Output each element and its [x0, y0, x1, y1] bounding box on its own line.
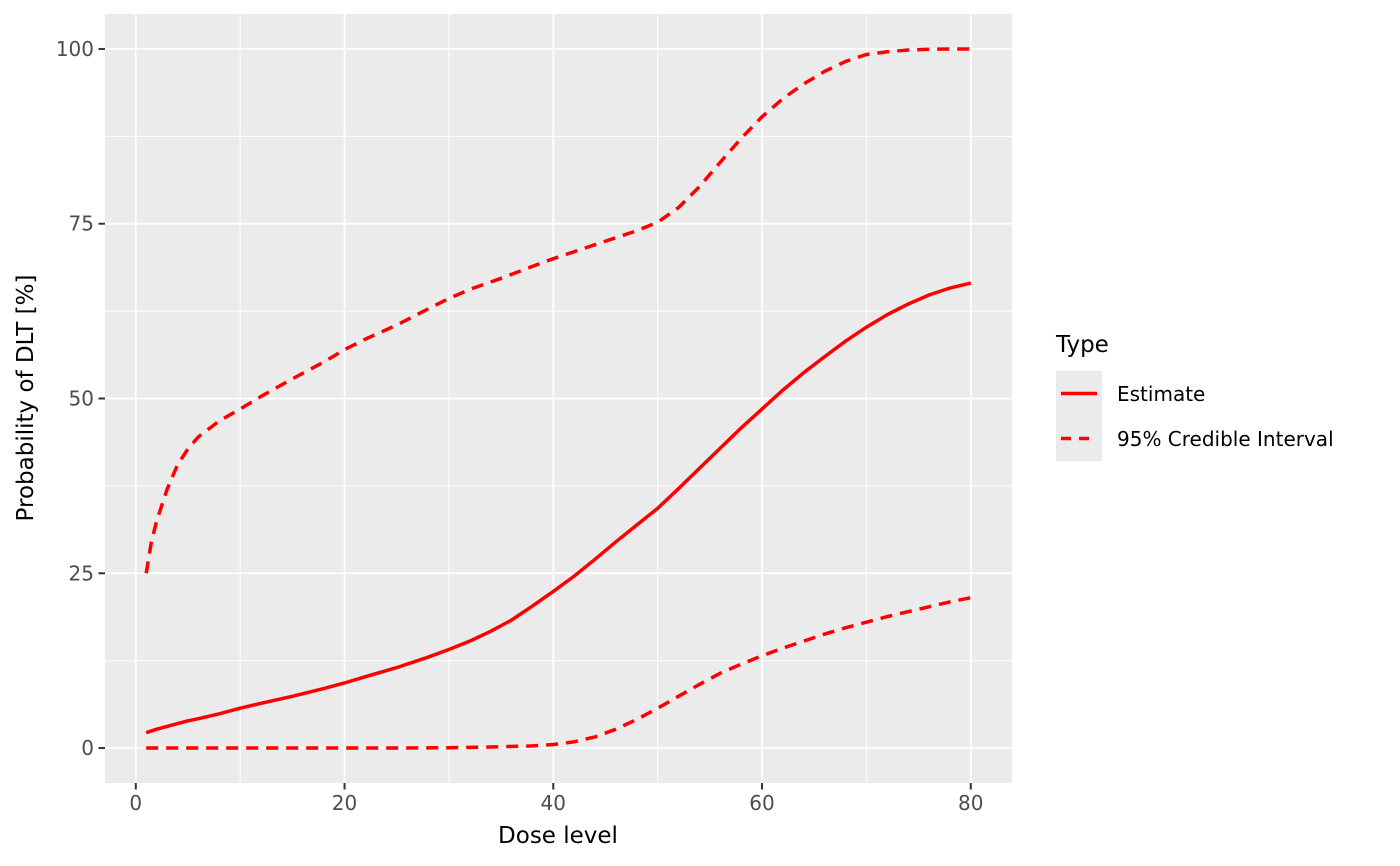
y-tick-label: 25	[69, 561, 94, 585]
x-tick-label: 80	[958, 791, 983, 815]
y-axis-title: Probability of DLT [%]	[13, 275, 39, 522]
x-tick-label: 0	[129, 791, 142, 815]
x-tick-label: 40	[541, 791, 566, 815]
legend: Type Estimate 95% Credible Interval	[1056, 330, 1334, 461]
y-tick-label: 0	[81, 736, 94, 760]
legend-item-label: Estimate	[1117, 381, 1206, 406]
curve-dashed	[144, 47, 971, 574]
axis-tick-labels: 0 20 40 60 80 0 25 50 75 100	[56, 37, 984, 815]
major-gridlines	[105, 14, 1012, 783]
legend-key-solid-line-icon	[1056, 371, 1102, 416]
y-tick-label: 50	[69, 387, 94, 411]
x-tick-label: 20	[332, 791, 357, 815]
curve-solid	[145, 281, 972, 735]
x-tick-label: 60	[749, 791, 774, 815]
legend-item-label: 95% Credible Interval	[1117, 426, 1334, 451]
legend-title: Type	[1056, 332, 1109, 358]
y-tick-label: 75	[69, 212, 94, 236]
data-curves	[144, 47, 972, 750]
legend-item-credible-interval[interactable]: 95% Credible Interval	[1056, 416, 1334, 461]
legend-item-estimate[interactable]: Estimate	[1056, 371, 1334, 416]
legend-key-dashed-line-icon	[1056, 416, 1102, 461]
x-axis-title: Dose level	[498, 823, 618, 849]
y-tick-label: 100	[56, 37, 94, 61]
legend-rows: Estimate 95% Credible Interval	[1056, 371, 1334, 461]
curve-dashed	[146, 595, 972, 750]
axis-tick-marks	[98, 47, 972, 790]
